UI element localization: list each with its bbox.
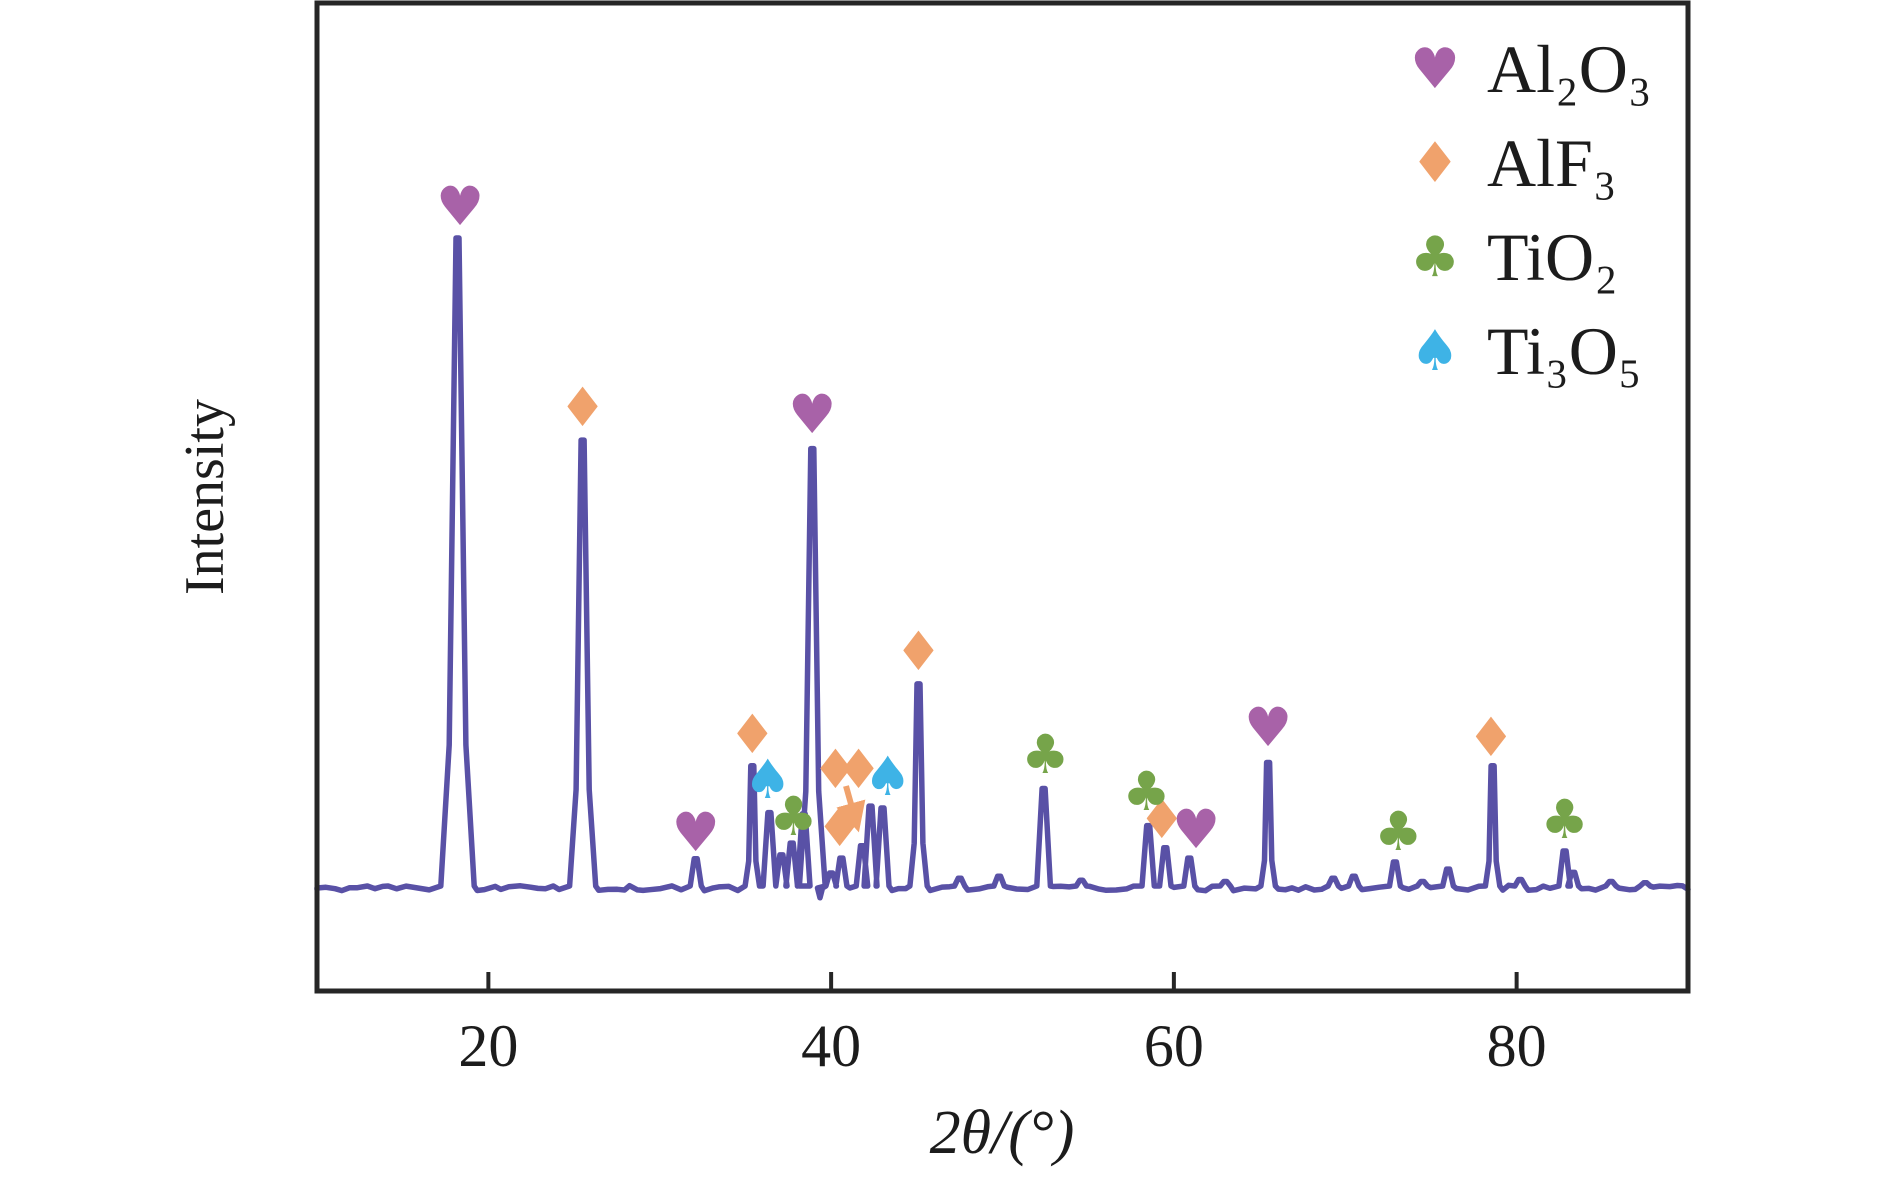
x-axis-title: 2θ/(°) bbox=[929, 1099, 1075, 1167]
legend-item: ♠ Ti₃O₅ bbox=[1393, 304, 1652, 398]
legend-phase-label: Ti₃O₅ bbox=[1487, 312, 1642, 389]
y-axis-title: Intensity bbox=[174, 399, 236, 595]
legend-item: ♣ TiO₂ bbox=[1393, 210, 1652, 304]
x-tick-label: 40 bbox=[801, 1013, 862, 1079]
x-tick-label: 20 bbox=[458, 1013, 519, 1079]
x-tick-label: 60 bbox=[1143, 1013, 1204, 1079]
heart-icon: ♥ bbox=[1409, 36, 1461, 102]
diamond-icon: ♦ bbox=[1409, 130, 1461, 196]
legend-item: ♦ AlF₃ bbox=[1393, 116, 1652, 210]
x-tick-label: 80 bbox=[1486, 1013, 1547, 1079]
annotation-arrow-icon bbox=[836, 785, 866, 833]
x-axis-ticks bbox=[486, 972, 1519, 989]
legend-phase-label: Al₂O₃ bbox=[1487, 30, 1652, 107]
xrd-curve bbox=[314, 235, 1691, 901]
legend-phase-label: AlF₃ bbox=[1487, 124, 1617, 201]
legend: ♥ Al₂O₃ ♦ AlF₃ ♣ TiO₂ ♠ Ti₃O₅ bbox=[1393, 22, 1652, 398]
legend-phase-label: TiO₂ bbox=[1487, 218, 1618, 295]
spade-icon: ♠ bbox=[1409, 318, 1461, 384]
club-icon: ♣ bbox=[1409, 224, 1461, 290]
plot-border bbox=[314, 0, 1691, 994]
legend-item: ♥ Al₂O₃ bbox=[1393, 22, 1652, 116]
